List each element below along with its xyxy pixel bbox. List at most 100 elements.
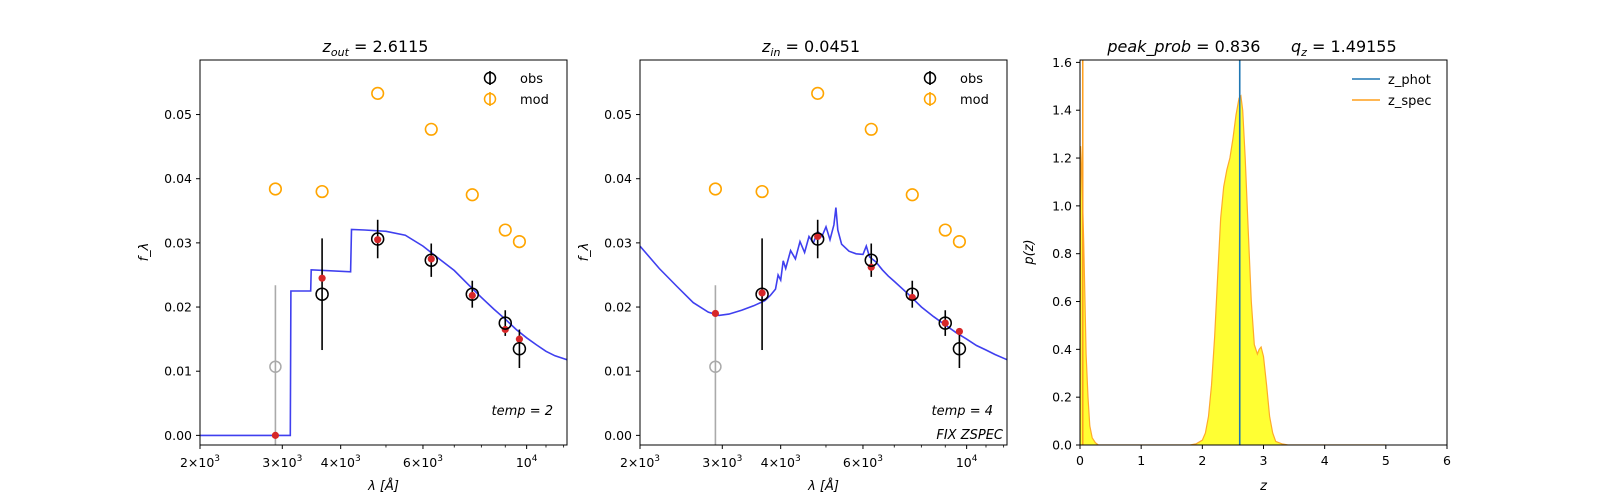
model-band-point bbox=[867, 263, 875, 271]
mod-point bbox=[811, 86, 825, 100]
legend: obs mod bbox=[923, 71, 989, 108]
mod-point bbox=[424, 122, 438, 136]
y-axis-label: f_λ bbox=[137, 243, 152, 262]
mod-point bbox=[952, 234, 967, 249]
legend: obs mod bbox=[483, 71, 549, 108]
x-tick-label: 3×103 bbox=[702, 454, 742, 470]
legend-label-z-phot: z_phot bbox=[1388, 73, 1431, 88]
y-tick-label: 0.00 bbox=[164, 428, 192, 443]
x-tick-label: 4×103 bbox=[761, 454, 801, 470]
mod-point bbox=[371, 86, 385, 100]
model-band-point bbox=[941, 319, 949, 327]
pz-fill bbox=[1080, 95, 1386, 445]
model-band-point bbox=[515, 335, 524, 343]
x-tick-label: 2 bbox=[1198, 453, 1206, 468]
x-tick-label: 3×103 bbox=[262, 454, 302, 470]
y-tick-label: 0.4 bbox=[1052, 342, 1072, 357]
y-tick-label: 0.6 bbox=[1052, 294, 1072, 309]
x-axis-label: λ [Å] bbox=[367, 478, 399, 494]
mod-point bbox=[708, 182, 723, 196]
mod-point bbox=[864, 122, 878, 136]
model-band-point bbox=[374, 236, 382, 244]
legend-obs-marker bbox=[483, 71, 497, 85]
x-tick-label: 5 bbox=[1382, 453, 1390, 468]
legend-mod-marker bbox=[923, 92, 937, 106]
obs-point bbox=[810, 232, 825, 246]
obs-point bbox=[952, 342, 967, 356]
model-band-point bbox=[318, 274, 326, 282]
model-band-point bbox=[468, 291, 476, 300]
x-tick-label: 4×103 bbox=[321, 454, 361, 470]
mod-point bbox=[465, 188, 479, 202]
y-tick-label: 0.05 bbox=[164, 107, 192, 122]
pz-curve bbox=[1080, 94, 1386, 445]
y-tick-label: 0.03 bbox=[604, 235, 632, 250]
y-tick-label: 0.2 bbox=[1052, 390, 1072, 405]
legend-mod-marker bbox=[483, 92, 497, 106]
y-tick-label: 1.4 bbox=[1052, 103, 1072, 118]
legend-obs-marker bbox=[923, 71, 937, 85]
panel-sed-zin: zin = 0.0451 0.00 0.01 0.02 0.03 0.04 0.05 2×1… bbox=[577, 37, 1008, 494]
model-band-point bbox=[758, 289, 766, 297]
mod-point bbox=[498, 223, 512, 237]
y-tick-label: 0.0 bbox=[1052, 438, 1072, 453]
y-tick-label: 0.01 bbox=[604, 364, 632, 379]
legend-label-mod: mod bbox=[520, 93, 549, 108]
model-band-point bbox=[814, 232, 822, 241]
y-tick-label: 0.01 bbox=[164, 364, 192, 379]
y-tick-label: 0.02 bbox=[604, 300, 632, 315]
legend-label-obs: obs bbox=[960, 72, 983, 87]
template-line bbox=[640, 207, 1007, 361]
x-axis-label: λ [Å] bbox=[807, 478, 839, 494]
obs-point bbox=[465, 287, 480, 301]
model-band-point bbox=[711, 309, 720, 318]
obs-point bbox=[755, 287, 769, 301]
model-band-point bbox=[271, 431, 280, 439]
axes-frame bbox=[199, 59, 568, 446]
mod-point bbox=[268, 182, 283, 196]
nondetection-point bbox=[709, 360, 722, 373]
y-tick-label: 0.04 bbox=[164, 171, 192, 186]
y-tick-label: 0.05 bbox=[604, 107, 632, 122]
template-line bbox=[200, 228, 567, 437]
obs-point bbox=[424, 253, 439, 267]
x-tick-label: 1 bbox=[1137, 453, 1145, 468]
mod-point bbox=[905, 188, 919, 202]
annotation-temp: temp = 2 bbox=[492, 404, 553, 419]
y-tick-label: 1.6 bbox=[1052, 55, 1072, 70]
model-band-point bbox=[427, 255, 435, 263]
y-tick-label: 0.03 bbox=[164, 235, 192, 250]
axes-frame bbox=[639, 59, 1008, 446]
mod-point bbox=[315, 184, 329, 199]
panel-title: zin = 0.0451 bbox=[761, 37, 860, 59]
obs-point bbox=[512, 342, 527, 356]
legend-label-obs: obs bbox=[520, 72, 543, 87]
legend-label-mod: mod bbox=[960, 93, 989, 108]
y-tick-label: 1.0 bbox=[1052, 198, 1072, 213]
x-tick-label: 3 bbox=[1260, 453, 1268, 468]
x-tick-label: 2×103 bbox=[620, 454, 660, 470]
obs-point bbox=[864, 253, 879, 267]
x-tick-label: 6×103 bbox=[403, 454, 443, 470]
mod-point bbox=[938, 223, 952, 237]
x-tick-label: 0 bbox=[1076, 453, 1084, 468]
panel-pz: peak_prob = 0.836 qz = 1.49155 0.0 0.2 0.4… bbox=[1022, 37, 1451, 494]
panel-title: peak_prob = 0.836 qz = 1.49155 bbox=[1106, 37, 1396, 59]
y-tick-label: 0.8 bbox=[1052, 246, 1072, 261]
y-axis-label: p(z) bbox=[1022, 239, 1037, 265]
legend-label-z-spec: z_spec bbox=[1388, 94, 1432, 109]
x-tick-label: 104 bbox=[516, 454, 538, 470]
obs-point bbox=[370, 232, 385, 246]
x-axis-label: z bbox=[1259, 479, 1268, 494]
panel-sed-zout: zout = 2.6115 0.00 0.01 0.02 0.03 0.04 0.05 2×… bbox=[137, 37, 568, 494]
mod-point bbox=[512, 234, 527, 249]
obs-point bbox=[315, 287, 329, 301]
y-axis-label: f_λ bbox=[577, 243, 592, 262]
y-tick-label: 0.00 bbox=[604, 428, 632, 443]
panel-title: zout = 2.6115 bbox=[322, 37, 429, 59]
obs-point bbox=[938, 316, 953, 330]
x-tick-label: 6 bbox=[1443, 453, 1451, 468]
x-tick-label: 4 bbox=[1321, 453, 1329, 468]
x-tick-label: 6×103 bbox=[843, 454, 883, 470]
